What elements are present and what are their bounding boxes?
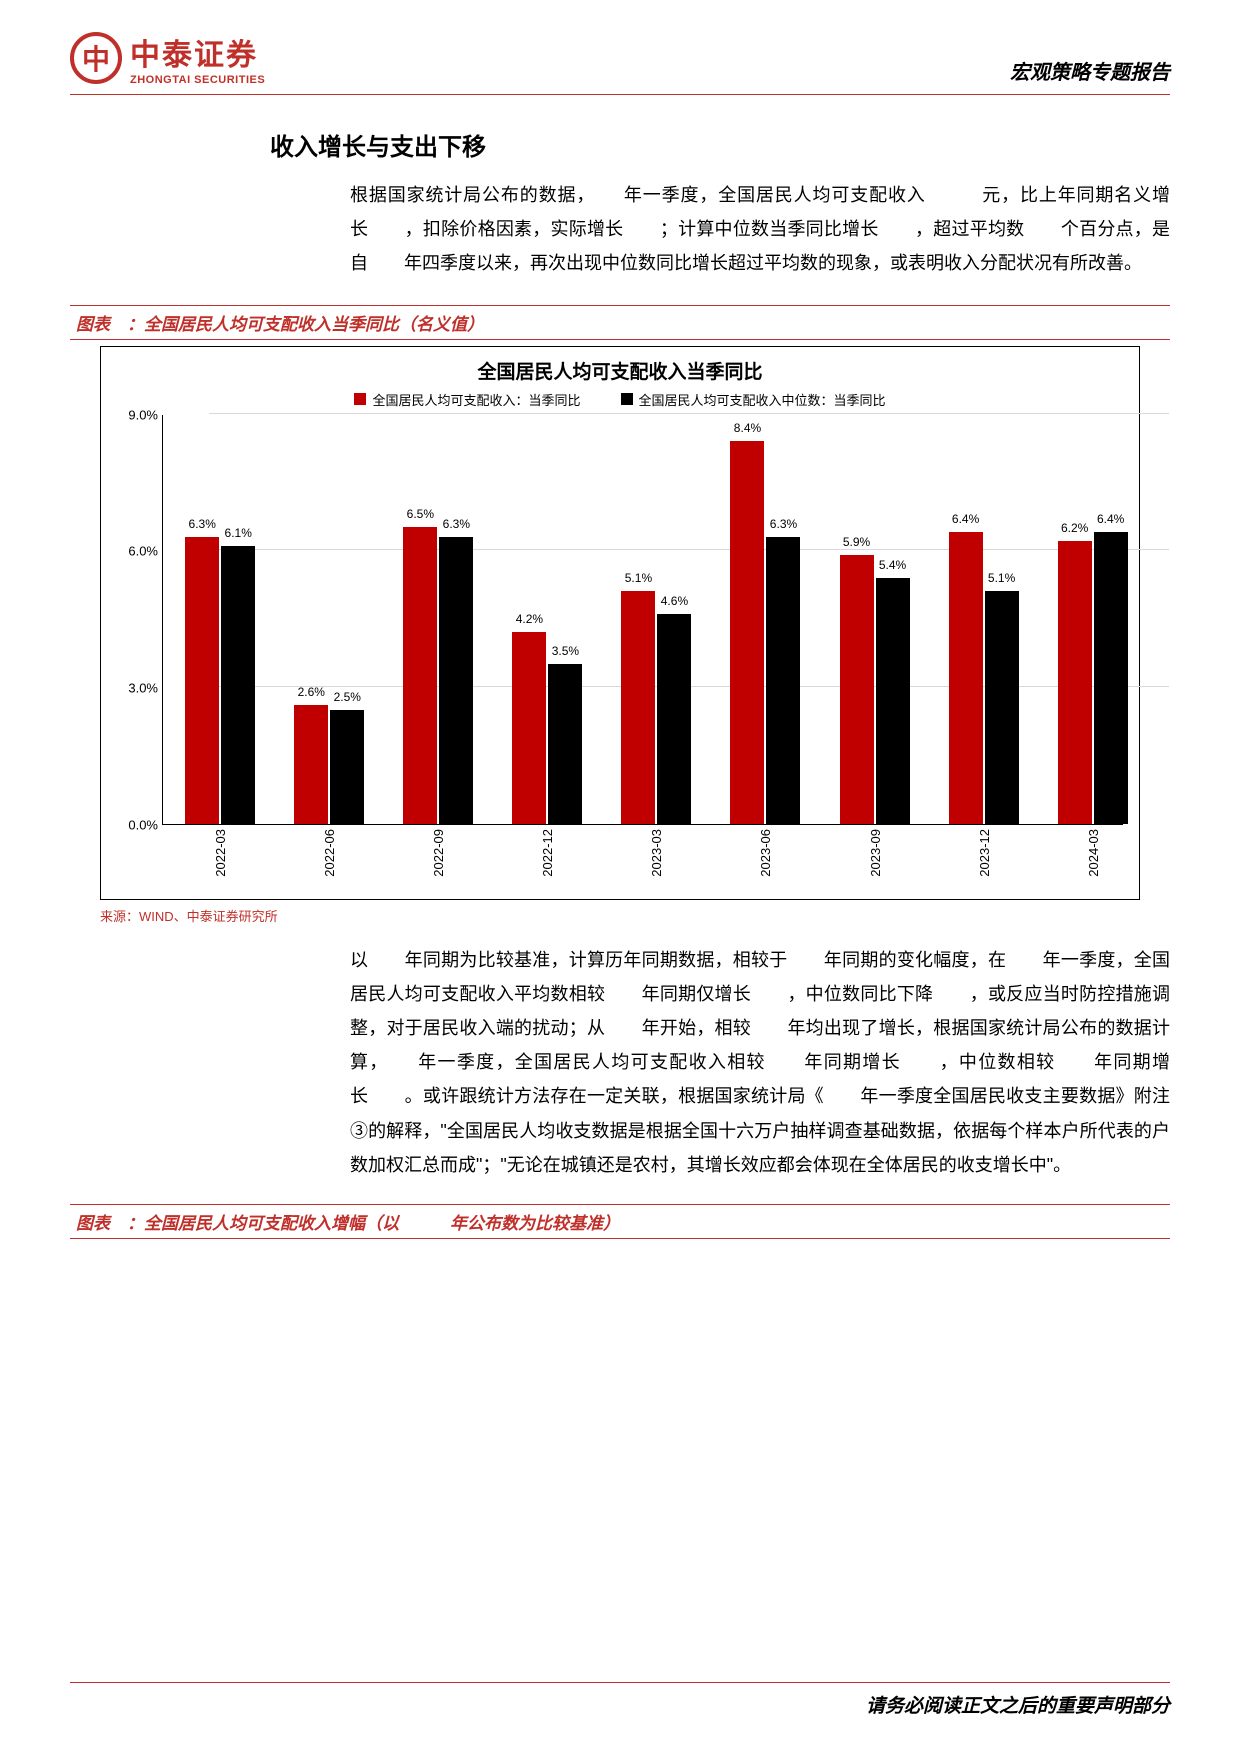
bar-series2: 6.3% bbox=[439, 537, 473, 824]
legend-swatch-2 bbox=[621, 393, 633, 405]
bar-label: 2.5% bbox=[334, 690, 361, 704]
chart-container: 全国居民人均可支配收入当季同比 全国居民人均可支配收入：当季同比 全国居民人均可… bbox=[100, 346, 1140, 900]
x-tick: 2023-06 bbox=[758, 829, 773, 877]
x-tick: 2022-06 bbox=[322, 829, 337, 877]
bar-group: 6.4%5.1% bbox=[949, 532, 1021, 824]
y-tick: 0.0% bbox=[128, 817, 158, 832]
bar-series2: 2.5% bbox=[330, 710, 364, 824]
bar-label: 4.6% bbox=[661, 594, 688, 608]
bar-series1: 6.4% bbox=[949, 532, 983, 824]
bar-series1: 6.2% bbox=[1058, 541, 1092, 823]
logo: 中 中泰证券 ZHONGTAI SECURITIES bbox=[70, 30, 265, 86]
bar-label: 6.3% bbox=[443, 517, 470, 531]
legend-label-1: 全国居民人均可支配收入：当季同比 bbox=[372, 390, 580, 409]
paragraph-1: 根据国家统计局公布的数据， 年一季度，全国居民人均可支配收入 元，比上年同期名义… bbox=[350, 178, 1170, 281]
bar-series1: 6.3% bbox=[185, 537, 219, 824]
bar-series2: 5.1% bbox=[985, 591, 1019, 823]
bar-label: 6.3% bbox=[189, 517, 216, 531]
bar-series2: 5.4% bbox=[876, 578, 910, 824]
y-tick: 6.0% bbox=[128, 544, 158, 559]
x-tick: 2024-03 bbox=[1086, 829, 1101, 877]
page-header: 中 中泰证券 ZHONGTAI SECURITIES 宏观策略专题报告 bbox=[70, 30, 1170, 95]
paragraph-2: 以 年同期为比较基准，计算历年同期数据，相较于 年同期的变化幅度，在 年一季度，… bbox=[350, 943, 1170, 1182]
x-tick: 2022-09 bbox=[431, 829, 446, 877]
legend-item-1: 全国居民人均可支配收入：当季同比 bbox=[354, 390, 580, 409]
bar-label: 2.6% bbox=[298, 685, 325, 699]
legend-label-2: 全国居民人均可支配收入中位数：当季同比 bbox=[639, 390, 886, 409]
bar-group: 8.4%6.3% bbox=[730, 441, 802, 824]
x-tick: 2023-09 bbox=[868, 829, 883, 877]
figure2-caption: 图表 ：全国居民人均可支配收入增幅（以 年公布数为比较基准） bbox=[70, 1204, 1170, 1239]
bar-series2: 6.4% bbox=[1094, 532, 1128, 824]
gridline bbox=[209, 413, 1169, 414]
logo-cn: 中泰证券 bbox=[130, 30, 265, 74]
bars-area: 6.3%6.1%2.6%2.5%6.5%6.3%4.2%3.5%5.1%4.6%… bbox=[163, 415, 1123, 825]
bar-series1: 6.5% bbox=[403, 527, 437, 823]
y-tick: 9.0% bbox=[128, 407, 158, 422]
bar-label: 6.3% bbox=[770, 517, 797, 531]
bar-series1: 4.2% bbox=[512, 632, 546, 823]
x-tick: 2022-03 bbox=[213, 829, 228, 877]
bar-label: 5.4% bbox=[879, 558, 906, 572]
chart-source: 来源：WIND、中泰证券研究所 bbox=[100, 906, 1170, 925]
bar-series1: 5.9% bbox=[840, 555, 874, 824]
chart-legend: 全国居民人均可支配收入：当季同比 全国居民人均可支配收入中位数：当季同比 bbox=[117, 390, 1123, 409]
bar-series1: 2.6% bbox=[294, 705, 328, 823]
bar-series2: 6.3% bbox=[766, 537, 800, 824]
bar-series1: 5.1% bbox=[621, 591, 655, 823]
bar-group: 2.6%2.5% bbox=[294, 705, 366, 823]
bar-group: 6.3%6.1% bbox=[185, 537, 257, 824]
legend-item-2: 全国居民人均可支配收入中位数：当季同比 bbox=[621, 390, 886, 409]
bar-label: 6.5% bbox=[407, 507, 434, 521]
y-axis: 0.0%3.0%6.0%9.0% bbox=[117, 415, 163, 825]
bar-group: 5.1%4.6% bbox=[621, 591, 693, 823]
bar-label: 6.2% bbox=[1061, 521, 1088, 535]
report-type: 宏观策略专题报告 bbox=[1010, 56, 1170, 85]
bar-series2: 6.1% bbox=[221, 546, 255, 824]
gridline bbox=[209, 549, 1169, 550]
bar-label: 3.5% bbox=[552, 644, 579, 658]
bar-group: 4.2%3.5% bbox=[512, 632, 584, 823]
bar-label: 5.9% bbox=[843, 535, 870, 549]
x-tick: 2023-03 bbox=[649, 829, 664, 877]
bar-label: 5.1% bbox=[625, 571, 652, 585]
bar-label: 6.4% bbox=[1097, 512, 1124, 526]
bar-group: 6.2%6.4% bbox=[1058, 532, 1130, 824]
logo-icon: 中 bbox=[70, 32, 122, 84]
bar-group: 5.9%5.4% bbox=[840, 555, 912, 824]
bar-label: 5.1% bbox=[988, 571, 1015, 585]
bar-label: 6.4% bbox=[952, 512, 979, 526]
chart-title: 全国居民人均可支配收入当季同比 bbox=[117, 357, 1123, 384]
footer-disclaimer: 请务必阅读正文之后的重要声明部分 bbox=[70, 1682, 1170, 1718]
figure1-caption: 图表 ：全国居民人均可支配收入当季同比（名义值） bbox=[70, 305, 1170, 340]
bar-group: 6.5%6.3% bbox=[403, 527, 475, 823]
section-title: 收入增长与支出下移 bbox=[270, 127, 1170, 162]
bar-label: 4.2% bbox=[516, 612, 543, 626]
x-tick: 2022-12 bbox=[540, 829, 555, 877]
bar-label: 8.4% bbox=[734, 421, 761, 435]
legend-swatch-1 bbox=[354, 393, 366, 405]
bar-series2: 3.5% bbox=[548, 664, 582, 823]
bar-label: 6.1% bbox=[225, 526, 252, 540]
bar-series1: 8.4% bbox=[730, 441, 764, 824]
plot-area: 0.0%3.0%6.0%9.0% 6.3%6.1%2.6%2.5%6.5%6.3… bbox=[117, 415, 1123, 825]
bar-series2: 4.6% bbox=[657, 614, 691, 824]
y-tick: 3.0% bbox=[128, 680, 158, 695]
x-axis: 2022-03 2022-06 2022-09 2022-12 2023-03 2023-… bbox=[163, 825, 1123, 895]
logo-en: ZHONGTAI SECURITIES bbox=[130, 74, 265, 86]
x-tick: 2023-12 bbox=[977, 829, 992, 877]
